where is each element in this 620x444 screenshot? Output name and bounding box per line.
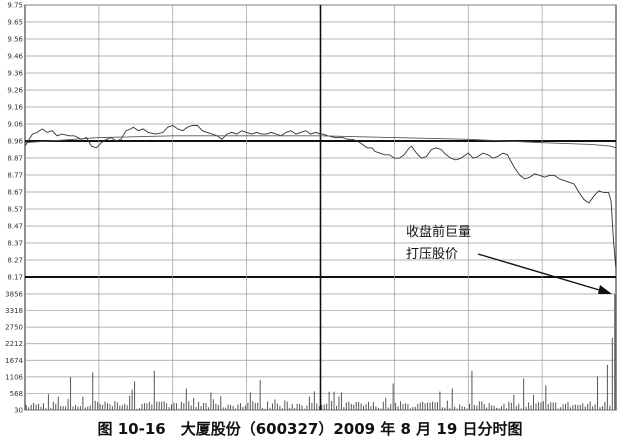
chart-grid	[24, 4, 617, 411]
volume-bars	[25, 294, 616, 410]
price-tick-label: 8.67	[7, 189, 23, 197]
price-tick-label: 9.75	[7, 2, 23, 10]
price-tick-label: 9.56	[7, 36, 23, 44]
figure-caption: 图 10-16 大厦股份（600327）2009 年 8 月 19 日分时图	[97, 420, 523, 438]
annotation-text-line-2: 打压股价	[406, 247, 458, 262]
volume-tick-label: 1674	[5, 357, 23, 365]
volume-tick-label: 2212	[5, 340, 23, 348]
price-tick-label: 9.65	[7, 19, 23, 27]
price-tick-label: 9.36	[7, 70, 23, 78]
average-price-line	[24, 135, 617, 149]
volume-tick-label: 3856	[5, 291, 23, 299]
price-line	[24, 125, 617, 271]
price-lines	[24, 125, 617, 271]
price-tick-label: 9.46	[7, 53, 23, 61]
price-tick-label: 8.27	[7, 257, 23, 265]
price-tick-label: 8.77	[7, 172, 23, 180]
volume-tick-label: 1106	[5, 373, 23, 381]
annotation-arrow-shaft	[477, 253, 607, 293]
price-tick-label: 8.57	[7, 206, 23, 214]
price-tick-label: 8.96	[7, 138, 23, 146]
annotation-arrowhead	[598, 285, 612, 294]
annotation: 收盘前巨量 打压股价	[406, 224, 612, 294]
price-tick-label: 8.47	[7, 223, 23, 231]
price-tick-label: 9.26	[7, 87, 23, 95]
price-tick-label: 9.16	[7, 104, 23, 112]
price-tick-label: 8.37	[7, 240, 23, 248]
annotation-text-line-1: 收盘前巨量	[406, 224, 471, 240]
price-tick-label: 8.87	[7, 155, 23, 163]
price-tick-label: 9.06	[7, 121, 23, 129]
volume-tick-label: 568	[10, 390, 23, 398]
volume-tick-label: 3318	[5, 307, 23, 315]
volume-tick-label: 2750	[5, 324, 23, 332]
price-tick-label: 8.17	[7, 274, 23, 282]
volume-tick-label: 30	[14, 407, 23, 415]
axis-tick-labels: 9.75 9.65 9.56 9.46 9.36 9.26 9.16 9.06 8.96 8.87…	[5, 2, 23, 415]
